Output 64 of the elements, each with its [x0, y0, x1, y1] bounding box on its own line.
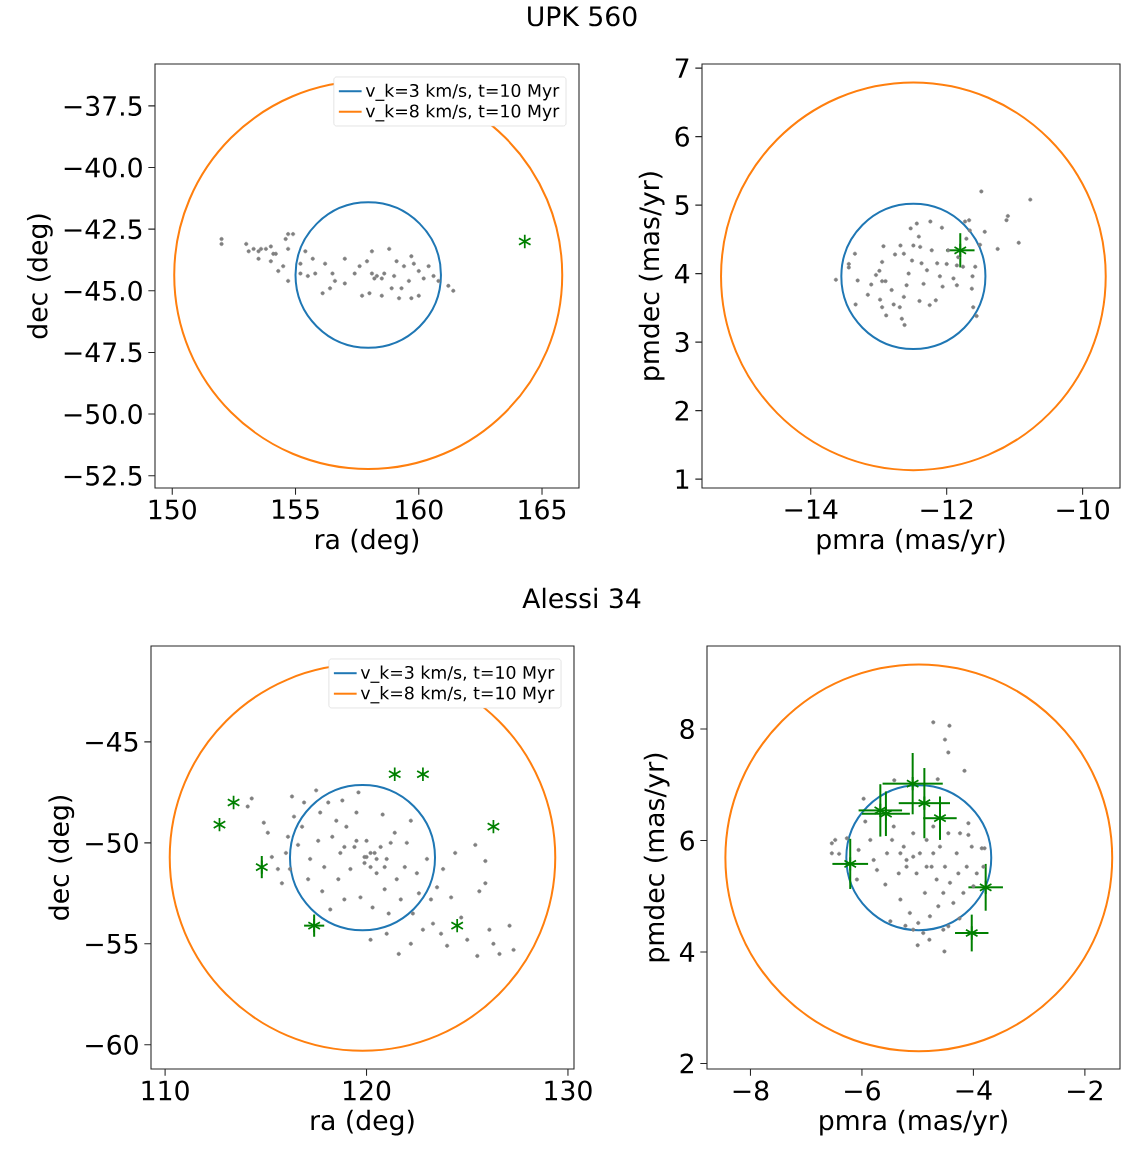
- x-tick-label: 120: [344, 1080, 391, 1101]
- point: [965, 925, 979, 941]
- x-tick-label: −10: [1057, 499, 1109, 520]
- y-axis-title: pmdec (mas/yr): [643, 753, 670, 962]
- point: [450, 918, 464, 934]
- point: [873, 802, 887, 818]
- legend-label: v_k=8 km/s, t=10 Myr: [360, 686, 555, 704]
- x-axis-title: ra (deg): [316, 528, 419, 555]
- x-tick-label: −2: [1068, 1080, 1102, 1101]
- y-tick-label: −40.0: [64, 157, 142, 178]
- y-tick-label: 1: [676, 469, 689, 489]
- x-tick-label: −12: [921, 499, 973, 520]
- y-tick-label: −60: [86, 1034, 138, 1055]
- y-axis-title: pmdec (mas/yr): [638, 172, 665, 380]
- point: [486, 819, 501, 835]
- x-tick-label: −14: [785, 499, 838, 519]
- y-tick-label: −42.5: [64, 219, 142, 240]
- y-tick-label: 7: [675, 58, 689, 78]
- y-tick-label: −50: [86, 832, 138, 853]
- y-tick-label: 4: [679, 942, 695, 962]
- point: [212, 817, 227, 833]
- point: [979, 879, 993, 895]
- chart-title: UPK 560: [528, 6, 637, 27]
- x-tick-label: 165: [519, 499, 566, 520]
- y-tick-label: 6: [680, 830, 694, 851]
- point: [917, 795, 932, 811]
- y-tick-label: 2: [675, 400, 688, 421]
- point: [388, 766, 402, 782]
- x-tick-label: −6: [845, 1080, 880, 1101]
- x-tick-label: −4: [956, 1080, 992, 1100]
- y-tick-label: −52.5: [64, 465, 142, 486]
- x-axis-title: ra (deg): [311, 1109, 414, 1136]
- legend-label: v_k=8 km/s, t=10 Myr: [365, 104, 560, 122]
- y-tick-label: 8: [680, 718, 694, 740]
- point: [226, 794, 241, 811]
- point: [906, 776, 920, 792]
- y-axis-title: dec (deg): [26, 214, 53, 339]
- legend-label: v_k=3 km/s, t=10 Myr: [360, 665, 555, 683]
- y-tick-label: −55: [86, 933, 138, 954]
- y-tick-label: 6: [675, 126, 689, 147]
- x-tick-label: −8: [733, 1080, 769, 1101]
- y-tick-label: 4: [674, 263, 690, 284]
- x-tick-label: 130: [545, 1080, 592, 1101]
- x-tick-label: 150: [149, 499, 196, 520]
- x-tick-label: 160: [396, 499, 443, 520]
- x-tick-label: 155: [272, 499, 319, 520]
- point: [307, 918, 321, 934]
- point: [416, 766, 430, 782]
- y-tick-label: −50.0: [64, 403, 142, 425]
- point: [843, 856, 857, 872]
- y-tick-label: 5: [675, 195, 689, 216]
- x-axis-title: pmra (mas/yr): [820, 1109, 1007, 1136]
- y-tick-label: −37.5: [64, 95, 142, 116]
- y-axis-title: dec (deg): [48, 796, 75, 920]
- chart-title: Alessi 34: [522, 587, 641, 609]
- legend-label: v_k=3 km/s, t=10 Myr: [365, 83, 560, 101]
- point: [255, 859, 269, 875]
- y-tick-label: −45: [86, 732, 138, 752]
- y-tick-label: 2: [680, 1053, 693, 1074]
- x-axis-title: pmra (mas/yr): [817, 528, 1005, 555]
- y-tick-label: 3: [675, 332, 689, 353]
- y-tick-label: −47.5: [64, 342, 142, 363]
- x-tick-label: 110: [142, 1080, 189, 1101]
- y-tick-label: −45.0: [64, 280, 142, 301]
